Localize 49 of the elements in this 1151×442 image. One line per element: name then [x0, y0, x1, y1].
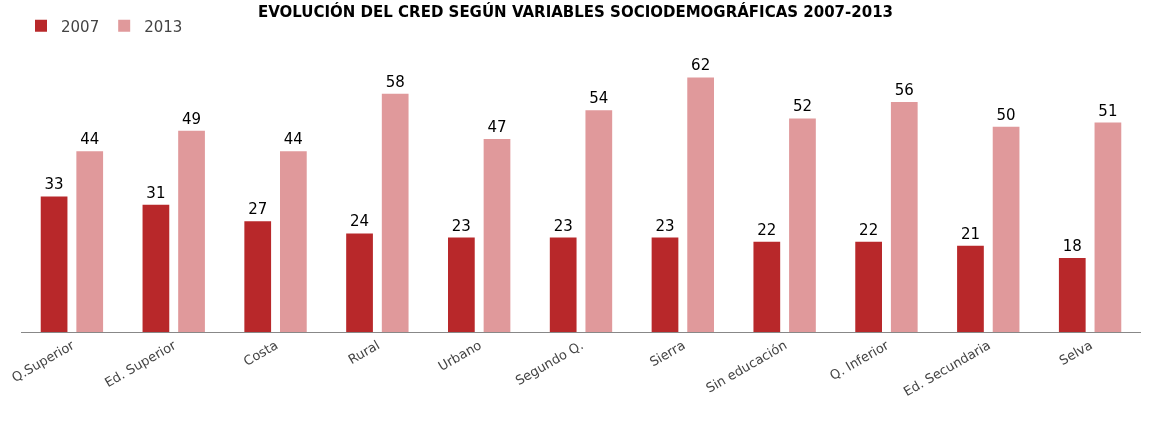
bar — [244, 221, 272, 332]
x-tick-label: Selva — [1056, 337, 1095, 369]
data-label: 22 — [757, 220, 777, 239]
data-label: 31 — [146, 183, 166, 202]
bar — [1094, 122, 1122, 332]
x-tick-label: Costa — [240, 337, 281, 369]
bar — [651, 237, 679, 332]
data-label: 22 — [859, 220, 879, 239]
bar — [585, 110, 613, 332]
data-label: 44 — [283, 130, 303, 149]
legend-label: 2007 — [61, 17, 100, 36]
data-label: 56 — [894, 81, 914, 100]
data-label: 27 — [248, 200, 268, 219]
bar — [549, 237, 577, 332]
bar — [346, 233, 373, 332]
data-label: 21 — [960, 224, 980, 243]
data-label: 52 — [792, 97, 812, 116]
bar — [957, 245, 984, 332]
bar — [381, 93, 409, 332]
data-label: 33 — [44, 175, 64, 194]
bar — [789, 118, 816, 332]
bar — [687, 77, 714, 332]
data-label: 58 — [385, 72, 405, 91]
data-label: 44 — [80, 130, 100, 149]
data-label: 23 — [553, 216, 573, 235]
bar — [448, 237, 475, 332]
bar — [483, 139, 511, 332]
data-label: 23 — [655, 216, 675, 235]
data-label: 62 — [691, 56, 711, 75]
bar — [992, 126, 1020, 332]
data-label: 51 — [1098, 101, 1118, 120]
bar — [40, 196, 68, 332]
bar — [890, 102, 918, 332]
legend-label: 2013 — [144, 17, 183, 36]
bar — [76, 151, 104, 332]
bar — [855, 241, 882, 332]
data-label: 54 — [589, 89, 609, 108]
bar — [178, 130, 205, 332]
data-label: 23 — [451, 216, 471, 235]
data-label: 50 — [996, 105, 1016, 124]
data-label: 24 — [350, 212, 370, 231]
data-label: 49 — [182, 109, 202, 128]
bar — [142, 204, 170, 332]
bar — [280, 151, 307, 332]
bar — [1058, 258, 1086, 332]
data-label: 18 — [1062, 237, 1082, 256]
data-label: 47 — [487, 118, 507, 136]
chart-title: EVOLUCIÓN DEL CRED SEGÚN VARIABLES SOCIODEMOGRÁFICAS 2007-2013 — [257, 2, 894, 22]
bar — [753, 241, 781, 332]
